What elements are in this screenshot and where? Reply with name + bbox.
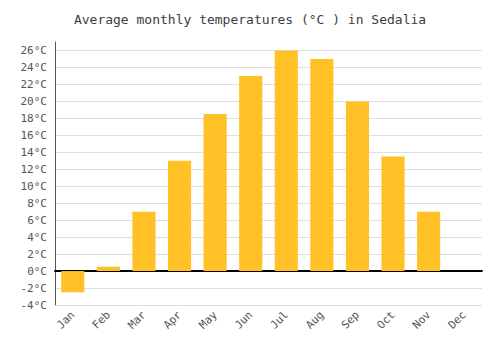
svg-text:Aug: Aug bbox=[303, 308, 326, 331]
svg-text:Dec: Dec bbox=[446, 308, 469, 331]
svg-text:26°C: 26°C bbox=[21, 44, 48, 57]
svg-text:20°C: 20°C bbox=[21, 95, 48, 108]
svg-text:May: May bbox=[196, 308, 219, 331]
svg-text:18°C: 18°C bbox=[21, 112, 48, 125]
svg-text:16°C: 16°C bbox=[21, 129, 48, 142]
svg-text:Sep: Sep bbox=[339, 308, 362, 331]
svg-text:8°C: 8°C bbox=[27, 197, 47, 210]
svg-text:-2°C: -2°C bbox=[21, 282, 48, 295]
svg-text:Average monthly temperatures (: Average monthly temperatures (°C ) in Se… bbox=[74, 12, 426, 27]
svg-text:Feb: Feb bbox=[90, 308, 113, 331]
svg-text:Mar: Mar bbox=[125, 308, 148, 331]
svg-text:10°C: 10°C bbox=[21, 180, 48, 193]
svg-text:Apr: Apr bbox=[161, 308, 184, 331]
svg-text:Oct: Oct bbox=[374, 308, 397, 331]
svg-text:14°C: 14°C bbox=[21, 146, 48, 159]
svg-text:24°C: 24°C bbox=[21, 61, 48, 74]
svg-text:12°C: 12°C bbox=[21, 163, 48, 176]
svg-text:Nov: Nov bbox=[410, 308, 433, 331]
svg-text:Jun: Jun bbox=[232, 308, 255, 331]
svg-text:Jan: Jan bbox=[54, 308, 77, 331]
svg-text:6°C: 6°C bbox=[27, 214, 47, 227]
svg-text:-4°C: -4°C bbox=[21, 299, 48, 312]
svg-text:22°C: 22°C bbox=[21, 78, 48, 91]
svg-text:2°C: 2°C bbox=[27, 248, 47, 261]
svg-text:4°C: 4°C bbox=[27, 231, 47, 244]
svg-text:Jul: Jul bbox=[268, 308, 291, 331]
svg-text:0°C: 0°C bbox=[27, 265, 47, 278]
